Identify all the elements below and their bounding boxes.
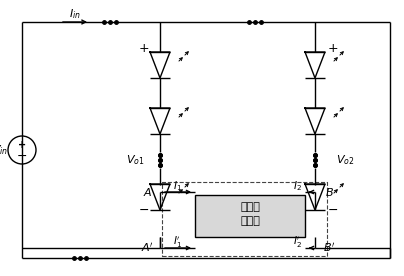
Text: $I_{in}$: $I_{in}$ xyxy=(69,7,81,21)
Text: $V_{o1}$: $V_{o1}$ xyxy=(126,153,144,167)
Text: −: − xyxy=(17,150,27,163)
Text: $B$: $B$ xyxy=(324,186,333,198)
Text: $B'$: $B'$ xyxy=(323,242,335,254)
Text: $I_1'$: $I_1'$ xyxy=(173,234,183,250)
Text: +: + xyxy=(18,140,26,150)
Text: $I_2$: $I_2$ xyxy=(292,179,301,193)
Text: $V_{in}$: $V_{in}$ xyxy=(0,143,8,157)
Text: −: − xyxy=(328,203,338,216)
Text: $I_1$: $I_1$ xyxy=(173,179,183,193)
Text: −: − xyxy=(139,203,149,216)
Bar xyxy=(195,195,305,237)
Text: +: + xyxy=(328,41,338,54)
Text: $A'$: $A'$ xyxy=(141,242,154,254)
Text: $I_2'$: $I_2'$ xyxy=(292,234,301,250)
Text: 自主均: 自主均 xyxy=(240,202,260,212)
Bar xyxy=(162,182,327,256)
Text: $V_{o2}$: $V_{o2}$ xyxy=(336,153,354,167)
Text: +: + xyxy=(139,41,149,54)
Text: 流电路: 流电路 xyxy=(240,216,260,226)
Text: $A$: $A$ xyxy=(143,186,153,198)
